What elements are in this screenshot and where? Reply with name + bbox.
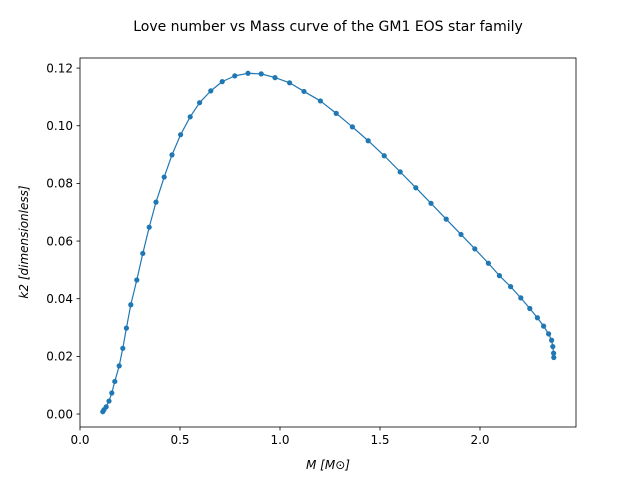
data-point: [232, 73, 238, 79]
data-point: [208, 88, 214, 94]
data-point: [508, 284, 514, 290]
data-point: [551, 354, 557, 361]
data-point: [546, 331, 552, 337]
data-point: [458, 231, 464, 238]
data-point: [496, 273, 502, 279]
data-point: [116, 363, 122, 369]
data-point: [120, 345, 126, 351]
data-point: [219, 79, 225, 85]
data-point: [153, 199, 159, 205]
data-point: [287, 80, 293, 86]
y-tick-label: 0.02: [46, 350, 73, 364]
data-point: [397, 169, 403, 175]
data-point: [472, 246, 478, 252]
plot-content: [100, 70, 557, 415]
data-point: [485, 260, 491, 266]
data-point: [381, 153, 387, 159]
data-point: [161, 174, 167, 180]
y-tick-label: 0.08: [46, 177, 73, 191]
data-point: [527, 305, 533, 312]
y-tick-label: 0.00: [46, 407, 73, 421]
data-point: [123, 325, 129, 331]
data-point: [146, 224, 152, 230]
data-point: [140, 250, 146, 257]
x-axis: 0.0 0.5 1.0 1.5 2.0: [70, 427, 490, 447]
data-point: [258, 71, 264, 77]
y-tick-label: 0.06: [46, 234, 73, 248]
data-point: [197, 100, 203, 106]
data-point: [365, 138, 371, 144]
data-point: [106, 398, 112, 404]
data-point: [109, 390, 115, 396]
x-tick-label: 2.0: [470, 433, 489, 447]
y-tick-label: 0.10: [46, 119, 73, 133]
y-tick-label: 0.12: [46, 61, 73, 75]
data-point: [178, 132, 184, 138]
data-point: [317, 98, 323, 104]
data-point: [272, 75, 278, 81]
data-point: [245, 70, 251, 76]
data-point: [112, 378, 118, 385]
data-point: [349, 124, 355, 130]
y-tick-label: 0.04: [46, 292, 73, 306]
x-tick-label: 0.5: [170, 433, 189, 447]
data-point: [541, 323, 547, 329]
x-tick-label: 0.0: [70, 433, 89, 447]
data-point: [550, 343, 556, 350]
data-point: [103, 404, 109, 410]
data-point: [169, 152, 175, 158]
data-point: [333, 110, 339, 116]
x-tick-label: 1.0: [270, 433, 289, 447]
data-point: [443, 216, 449, 222]
data-point: [128, 302, 134, 308]
data-point: [301, 88, 307, 95]
chart-title: Love number vs Mass curve of the GM1 EOS…: [133, 19, 523, 35]
y-axis-label: k2 [dimensionless]: [17, 185, 31, 298]
data-point: [187, 114, 193, 120]
data-point: [413, 185, 419, 191]
data-point: [551, 350, 557, 356]
data-point: [134, 277, 140, 283]
data-point: [518, 295, 524, 301]
data-point: [549, 337, 555, 343]
x-tick-label: 1.5: [370, 433, 389, 447]
plot-frame: [79, 57, 577, 428]
y-axis: 0.00 0.02 0.04 0.06 0.08 0.10 0.12: [46, 61, 80, 421]
data-point: [534, 315, 541, 321]
x-axis-label: M [M⊙]: [306, 458, 350, 472]
data-point: [428, 200, 434, 206]
